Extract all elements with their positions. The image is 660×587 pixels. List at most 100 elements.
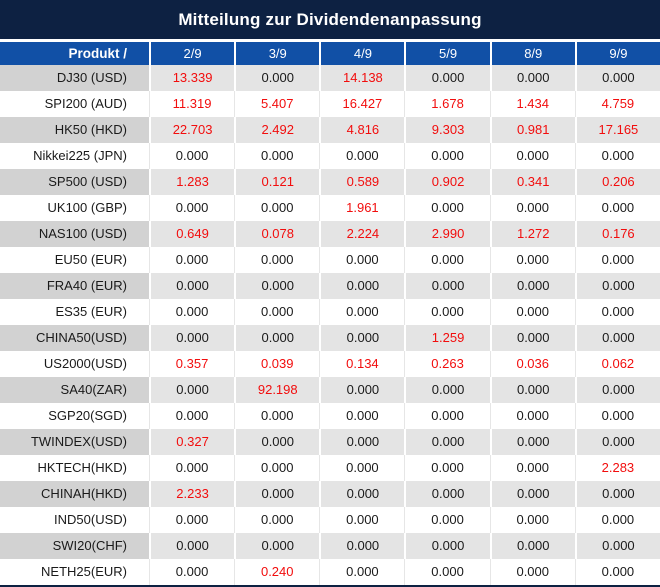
dividend-value: 0.000: [489, 299, 575, 325]
dividend-value: 0.000: [234, 507, 320, 533]
dividend-value: 0.000: [234, 195, 320, 221]
dividend-value: 0.000: [404, 377, 490, 403]
table-row: SP500 (USD) 1.283 0.121 0.589 0.902 0.341 0.20…: [0, 169, 660, 195]
dividend-value: 0.000: [149, 559, 235, 585]
product-label: FRA40 (EUR): [0, 273, 149, 299]
dividend-value: 0.000: [404, 65, 490, 91]
title-divider: [0, 39, 660, 42]
dividend-value: 0.206: [574, 169, 660, 195]
dividend-value: 0.000: [404, 247, 490, 273]
dividend-value: 0.263: [404, 351, 490, 377]
dividend-value: 1.678: [404, 91, 490, 117]
dividend-value: 0.000: [489, 377, 575, 403]
dividend-value: 0.589: [319, 169, 405, 195]
column-header-date-3: 4/9: [319, 42, 404, 65]
dividend-value: 0.000: [489, 455, 575, 481]
product-label: CHINA50(USD): [0, 325, 149, 351]
dividend-value: 14.138: [319, 65, 405, 91]
dividend-value: 0.000: [234, 65, 320, 91]
dividend-value: 0.000: [149, 533, 235, 559]
table-body: DJ30 (USD) 13.339 0.000 14.138 0.000 0.000 0.0…: [0, 65, 660, 585]
dividend-value: 0.000: [404, 299, 490, 325]
column-header-date-1: 2/9: [149, 42, 234, 65]
table-row: Nikkei225 (JPN) 0.000 0.000 0.000 0.000 0.000…: [0, 143, 660, 169]
dividend-value: 0.000: [149, 507, 235, 533]
dividend-value: 0.341: [489, 169, 575, 195]
dividend-value: 0.000: [149, 299, 235, 325]
dividend-value: 1.961: [319, 195, 405, 221]
dividend-value: 0.000: [574, 507, 660, 533]
dividend-value: 0.000: [234, 273, 320, 299]
dividend-value: 0.000: [404, 273, 490, 299]
dividend-value: 0.000: [319, 325, 405, 351]
dividend-value: 13.339: [149, 65, 235, 91]
dividend-value: 0.000: [489, 325, 575, 351]
dividend-value: 0.000: [574, 247, 660, 273]
table-row: TWINDEX(USD) 0.327 0.000 0.000 0.000 0.000 0.0…: [0, 429, 660, 455]
dividend-value: 4.816: [319, 117, 405, 143]
dividend-value: 0.000: [149, 247, 235, 273]
dividend-value: 0.981: [489, 117, 575, 143]
dividend-value: 16.427: [319, 91, 405, 117]
table-row: NAS100 (USD) 0.649 0.078 2.224 2.990 1.272 0.1…: [0, 221, 660, 247]
dividend-value: 0.000: [574, 429, 660, 455]
product-label: SP500 (USD): [0, 169, 149, 195]
dividend-value: 0.078: [234, 221, 320, 247]
dividend-value: 0.000: [234, 247, 320, 273]
product-label: IND50(USD): [0, 507, 149, 533]
dividend-value: 0.000: [404, 195, 490, 221]
dividend-value: 2.224: [319, 221, 405, 247]
dividend-value: 0.000: [404, 507, 490, 533]
table-row: NETH25(EUR) 0.000 0.240 0.000 0.000 0.000 0.00…: [0, 559, 660, 585]
dividend-value: 0.000: [404, 403, 490, 429]
dividend-value: 0.000: [489, 195, 575, 221]
dividend-value: 0.062: [574, 351, 660, 377]
dividend-value: 0.000: [489, 507, 575, 533]
table-row: DJ30 (USD) 13.339 0.000 14.138 0.000 0.000 0.0…: [0, 65, 660, 91]
column-header-date-5: 8/9: [489, 42, 575, 65]
product-label: NAS100 (USD): [0, 221, 149, 247]
dividend-value: 0.240: [234, 559, 320, 585]
product-label: HK50 (HKD): [0, 117, 149, 143]
dividend-value: 11.319: [149, 91, 235, 117]
dividend-value: 0.000: [149, 143, 235, 169]
product-label: DJ30 (USD): [0, 65, 149, 91]
dividend-value: 1.434: [489, 91, 575, 117]
dividend-value: 0.000: [489, 143, 575, 169]
product-label: EU50 (EUR): [0, 247, 149, 273]
dividend-value: 0.176: [574, 221, 660, 247]
product-label: UK100 (GBP): [0, 195, 149, 221]
product-label: CHINAH(HKD): [0, 481, 149, 507]
dividend-value: 0.000: [149, 273, 235, 299]
column-header-product: Produkt /: [68, 46, 127, 61]
product-label: US2000(USD): [0, 351, 149, 377]
dividend-value: 0.000: [319, 299, 405, 325]
dividend-value: 0.000: [574, 533, 660, 559]
dividend-value: 0.000: [574, 65, 660, 91]
dividend-value: 0.000: [489, 533, 575, 559]
dividend-value: 0.327: [149, 429, 235, 455]
table-row: UK100 (GBP) 0.000 0.000 1.961 0.000 0.000 0.00…: [0, 195, 660, 221]
dividend-value: 0.000: [489, 247, 575, 273]
table-row: CHINAH(HKD) 2.233 0.000 0.000 0.000 0.000 0.00…: [0, 481, 660, 507]
dividend-value: 0.000: [234, 325, 320, 351]
dividend-value: 0.000: [149, 403, 235, 429]
dividend-value: 0.000: [404, 455, 490, 481]
dividend-value: 0.039: [234, 351, 320, 377]
product-label: TWINDEX(USD): [0, 429, 149, 455]
dividend-value: 0.000: [404, 533, 490, 559]
product-label: SGP20(SGD): [0, 403, 149, 429]
dividend-value: 0.000: [319, 403, 405, 429]
table-row: SWI20(CHF) 0.000 0.000 0.000 0.000 0.000 0.000: [0, 533, 660, 559]
table-row: IND50(USD) 0.000 0.000 0.000 0.000 0.000 0.000: [0, 507, 660, 533]
dividend-value: 1.283: [149, 169, 235, 195]
dividend-value: 0.000: [234, 481, 320, 507]
table-row: SA40(ZAR) 0.000 92.198 0.000 0.000 0.000 0.000: [0, 377, 660, 403]
dividend-value: 0.000: [574, 377, 660, 403]
dividend-value: 0.000: [319, 377, 405, 403]
dividend-value: 0.000: [574, 559, 660, 585]
title-bar: Mitteilung zur Dividendenanpassung: [0, 0, 660, 39]
product-label: SA40(ZAR): [0, 377, 149, 403]
dividend-value: 0.000: [489, 65, 575, 91]
dividend-value: 1.259: [404, 325, 490, 351]
